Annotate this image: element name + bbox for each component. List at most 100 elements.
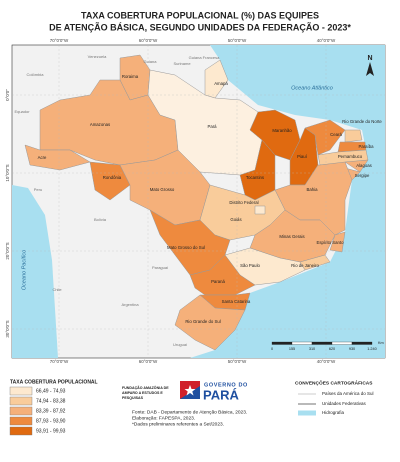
scale-segment	[351, 341, 373, 345]
scale-unit: Km	[378, 341, 384, 345]
country-label: Uruguai	[173, 342, 187, 347]
scale-segment	[291, 341, 313, 345]
convention-symbol	[298, 410, 316, 416]
scale-label: 155	[289, 347, 295, 351]
country-label: Peru	[34, 187, 42, 192]
state-label: Goiás	[230, 217, 241, 222]
latitude-label: 0°0'0"	[5, 89, 10, 101]
state-label: Rondônia	[103, 175, 122, 180]
source-line: *Dados preliminares referentes a Set/202…	[132, 421, 224, 427]
state-label: Amazonas	[90, 122, 110, 127]
country-label: Chile	[52, 287, 62, 292]
longitude-label: 40°0'0"W	[317, 359, 336, 364]
source-line: Elaboração: FAPESPA, 2023.	[132, 415, 195, 421]
longitude-label: 50°0'0"W	[228, 359, 247, 364]
convention-label: Unidades Federativas	[322, 401, 367, 406]
state-area	[189, 254, 256, 296]
source-line: Fonte: DAB - Departamento de Atenção Bás…	[132, 409, 247, 415]
state-label: Pará	[207, 124, 217, 129]
state-label: Santa Catarina	[222, 299, 251, 304]
country-label: Venezuela	[88, 54, 107, 59]
state-label: Distrito Federal	[229, 200, 258, 205]
state-label: Amapá	[214, 81, 228, 86]
latitude-label: 30°0'0"S	[5, 320, 10, 337]
scale-label: 620	[329, 347, 335, 351]
country-label: Argentina	[121, 302, 139, 307]
legend-swatch	[9, 386, 33, 396]
conventions-title: CONVENÇÕES CARTOGRÁFICAS	[295, 379, 373, 386]
state-label: Ceará	[330, 132, 342, 137]
longitude-label: 70°0'0"W	[50, 38, 69, 43]
legend-title: TAXA COBERTURA POPULACIONAL	[10, 379, 98, 385]
state-logo-label: PARÁ	[203, 387, 239, 402]
state-label: Tocantins	[246, 175, 264, 180]
scale-label: 310	[309, 347, 315, 351]
scale-label: 930	[349, 347, 355, 351]
state-label: Rio Grande do Norte	[342, 119, 382, 124]
scale-label: 1.240	[367, 347, 377, 351]
scale-label: 0	[271, 347, 273, 351]
convention-label: Países da América do Sul	[322, 391, 374, 396]
logo-star	[184, 385, 196, 396]
state-label: Pernambuco	[338, 154, 363, 159]
state-label: Paraná	[211, 279, 225, 284]
legend-label: 87,93 - 93,90	[36, 418, 66, 424]
latitude-label: 20°0'0"S	[5, 242, 10, 259]
north-arrow	[366, 62, 374, 76]
legend-swatch	[9, 406, 33, 416]
state-label: Piauí	[297, 154, 308, 159]
legend-label: 83,39 - 87,92	[36, 408, 66, 414]
state-label: Minas Gerais	[279, 234, 304, 239]
fapespa-label: PESQUISAS	[122, 396, 144, 400]
convention-label: Hidrografia	[322, 410, 345, 415]
state-label: Mato Grosso	[150, 187, 175, 192]
state-label: Rio Grande do Sul	[185, 319, 220, 324]
ocean-label: Oceano Pacífico	[21, 250, 27, 290]
legend-label: 74,94 - 83,38	[36, 398, 66, 404]
country-label: Paraguai	[152, 265, 168, 270]
legend-swatch	[9, 426, 33, 436]
state-label: Mato Grosso do Sul	[167, 245, 205, 250]
longitude-label: 70°0'0"W	[50, 359, 69, 364]
state-label: Roraima	[122, 74, 139, 79]
state-area	[254, 205, 266, 215]
state-area	[174, 294, 246, 351]
state-label: Maranhão	[272, 128, 292, 133]
map-title: DE ATENÇÃO BÁSICA, SEGUNDO UNIDADES DA F…	[49, 22, 351, 32]
country-label: Suriname	[173, 61, 191, 66]
scale-segment	[331, 341, 353, 345]
pacific-ocean	[12, 185, 58, 358]
scale-segment	[271, 341, 293, 345]
state-label: Rio de Janeiro	[291, 263, 319, 268]
state-area	[304, 119, 346, 156]
state-label: Acre	[38, 155, 47, 160]
country-label: Guiana Francesa	[189, 55, 220, 60]
state-label: São Paulo	[240, 263, 260, 268]
state-area	[329, 231, 346, 253]
legend-label: 93,91 - 99,93	[36, 428, 66, 434]
ocean-label: Oceano Atlântico	[291, 85, 333, 91]
country-label: Colômbia	[27, 72, 45, 77]
longitude-label: 60°0'0"W	[139, 38, 158, 43]
state-area	[89, 161, 131, 201]
country-label: Guiana	[144, 59, 158, 64]
fapespa-label: FUNDAÇÃO AMAZÔNIA DE	[122, 385, 169, 390]
state-area	[344, 159, 369, 173]
legend-swatch	[9, 396, 33, 406]
legend-label: 66,49 - 74,93	[36, 388, 66, 394]
longitude-label: 60°0'0"W	[139, 359, 158, 364]
longitude-label: 40°0'0"W	[317, 38, 336, 43]
atlantic-ocean	[190, 45, 385, 358]
country-label: Bolívia	[94, 217, 107, 222]
country-label: Equador	[14, 109, 30, 114]
fapespa-label: AMPARO A ESTUDOS E	[122, 391, 163, 395]
map-layer: Roraima Amapá Amazonas Pará Acre Rondônia Mato…	[24, 54, 382, 351]
state-area	[344, 129, 363, 143]
legend-swatch	[9, 416, 33, 426]
state-label: Espírito Santo	[317, 240, 345, 245]
latitude-label: 10°0'0"S	[5, 164, 10, 181]
longitude-label: 50°0'0"W	[228, 38, 247, 43]
state-label: Sergipe	[355, 173, 370, 178]
state-label: Alagoas	[356, 163, 372, 168]
